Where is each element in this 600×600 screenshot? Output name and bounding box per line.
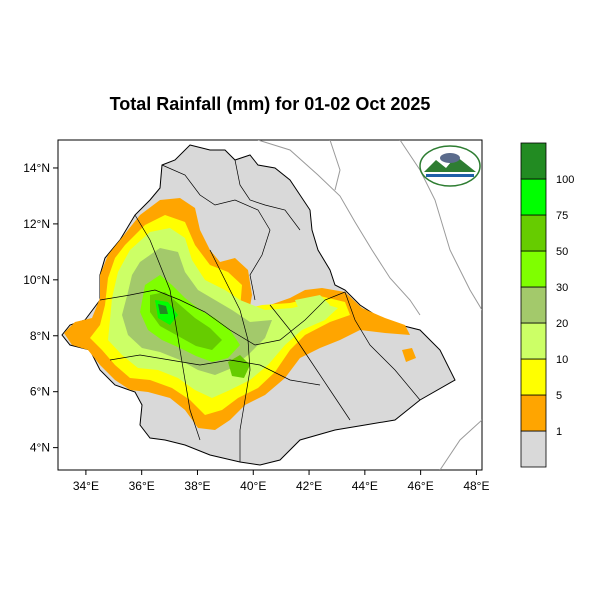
x-tick-label: 40°E	[240, 479, 266, 493]
legend-label: 1	[556, 426, 562, 438]
legend-swatch	[520, 214, 547, 252]
legend-swatch	[520, 358, 547, 396]
legend-swatch	[520, 142, 547, 180]
legend-swatch	[520, 178, 547, 216]
meteorology-logo	[419, 145, 481, 187]
x-tick-label: 38°E	[184, 479, 210, 493]
rain-zone-orange	[402, 348, 416, 362]
admin-borders	[99, 159, 421, 462]
y-tick-label: 8°N	[30, 329, 50, 343]
coastline	[399, 140, 482, 311]
legend-label: 20	[556, 318, 568, 330]
y-tick-label: 4°N	[30, 441, 50, 455]
x-tick-label: 36°E	[129, 479, 155, 493]
legend-swatch	[520, 430, 547, 468]
legend-label: 75	[556, 210, 568, 222]
y-tick-label: 6°N	[30, 385, 50, 399]
map-title: Total Rainfall (mm) for 01-02 Oct 2025	[109, 94, 431, 114]
legend-label: 5	[556, 390, 562, 402]
y-tick-label: 12°N	[23, 217, 50, 231]
legend-swatch	[520, 394, 547, 432]
legend-swatch	[520, 286, 547, 324]
x-tick-label: 46°E	[408, 479, 434, 493]
x-tick-label: 48°E	[463, 479, 489, 493]
legend-label: 30	[556, 282, 568, 294]
legend-swatch	[520, 250, 547, 288]
x-tick-label: 34°E	[73, 479, 99, 493]
coastline	[329, 140, 341, 191]
rainfall-zones	[64, 198, 416, 430]
x-axis: 34°E 36°E 38°E 40°E 42°E 44°E 46°E 48°E	[73, 470, 489, 493]
coastline	[257, 140, 421, 316]
legend-label: 50	[556, 246, 568, 258]
rain-zone-darkgreen	[158, 304, 168, 314]
legend-swatch	[520, 322, 547, 360]
y-tick-label: 14°N	[23, 161, 50, 175]
rain-zone-lightgreen	[295, 295, 330, 312]
coastline	[439, 419, 482, 470]
x-tick-label: 42°E	[296, 479, 322, 493]
rainfall-legend: 1 5 10 20 30 50 75 100	[520, 142, 574, 468]
x-tick-label: 44°E	[352, 479, 378, 493]
legend-label: 100	[556, 174, 574, 186]
legend-label: 10	[556, 354, 568, 366]
y-axis: 14°N 12°N 10°N 8°N 6°N 4°N	[23, 161, 58, 455]
y-tick-label: 10°N	[23, 273, 50, 287]
